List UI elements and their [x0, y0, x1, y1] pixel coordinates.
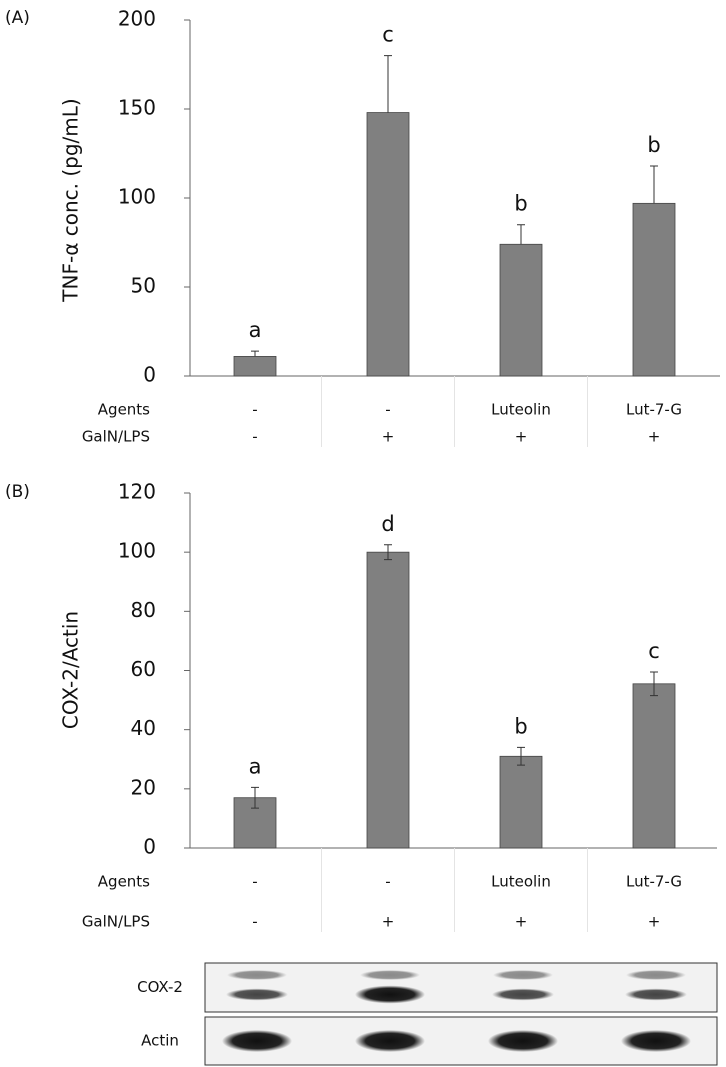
- x-subtick-label: -: [252, 913, 257, 931]
- bar: [632, 202, 676, 377]
- blot-band: [227, 970, 287, 980]
- y-axis-label: COX-2/Actin: [59, 611, 83, 729]
- y-tick-label: 0: [143, 363, 156, 387]
- error-bar: [384, 55, 392, 113]
- y-tick-label: 0: [143, 835, 156, 859]
- blot-panel: [204, 962, 718, 1013]
- bar: [366, 112, 410, 377]
- blot-band: [493, 970, 553, 980]
- row-label: Agents: [98, 401, 150, 419]
- error-bar: [251, 786, 259, 809]
- error-bar: [650, 671, 658, 697]
- y-tick-label: 20: [131, 775, 156, 799]
- x-subtick-label: -: [252, 428, 257, 446]
- y-tick-label: 60: [131, 657, 156, 681]
- blot-band: [360, 970, 420, 980]
- significance-letter: a: [249, 318, 262, 342]
- blot-band: [488, 1030, 558, 1052]
- x-subtick-label: +: [515, 913, 528, 931]
- y-tick-label: 200: [118, 7, 156, 31]
- significance-letter: c: [648, 639, 660, 663]
- blot-band: [355, 985, 425, 1004]
- x-subtick-label: +: [515, 428, 528, 446]
- error-bar: [517, 746, 525, 766]
- significance-letter: a: [249, 754, 262, 778]
- x-tick-label: Lut-7-G: [626, 873, 682, 891]
- bar: [366, 551, 410, 849]
- bar: [632, 683, 676, 849]
- blot-label: COX-2: [137, 978, 183, 996]
- significance-letter: d: [381, 512, 394, 536]
- x-tick-label: -: [252, 401, 257, 419]
- x-subtick-label: +: [382, 913, 395, 931]
- y-tick-label: 50: [131, 274, 156, 298]
- panel-label: (B): [5, 482, 30, 502]
- bar: [499, 755, 543, 849]
- error-bar: [251, 350, 259, 357]
- y-tick-label: 100: [118, 539, 156, 563]
- error-bar: [384, 544, 392, 561]
- blot-band: [621, 1030, 691, 1052]
- x-subtick-label: +: [648, 913, 661, 931]
- x-tick-label: Luteolin: [491, 873, 551, 891]
- x-tick-label: -: [385, 873, 390, 891]
- y-tick-label: 150: [118, 96, 156, 120]
- significance-letter: c: [382, 23, 394, 47]
- bar: [499, 243, 543, 377]
- blot-band: [226, 988, 288, 1001]
- error-bar: [650, 165, 658, 204]
- blot-band: [626, 970, 686, 980]
- x-subtick-label: +: [382, 428, 395, 446]
- y-tick-label: 120: [118, 480, 156, 504]
- panel-label: (A): [5, 8, 30, 28]
- blot-band: [625, 988, 687, 1001]
- blot-band: [355, 1030, 425, 1052]
- blot-label: Actin: [141, 1032, 179, 1050]
- significance-letter: b: [647, 133, 660, 157]
- x-tick-label: -: [252, 873, 257, 891]
- y-tick-label: 100: [118, 185, 156, 209]
- blot-band: [222, 1030, 292, 1052]
- x-tick-label: Luteolin: [491, 401, 551, 419]
- y-tick-label: 80: [131, 598, 156, 622]
- row-label: GalN/LPS: [82, 913, 150, 931]
- bar: [233, 356, 277, 377]
- blot-band: [492, 988, 554, 1001]
- x-tick-label: -: [385, 401, 390, 419]
- significance-letter: b: [514, 192, 527, 216]
- x-tick-label: Lut-7-G: [626, 401, 682, 419]
- row-label: Agents: [98, 873, 150, 891]
- significance-letter: b: [514, 714, 527, 738]
- x-subtick-label: +: [648, 428, 661, 446]
- y-tick-label: 40: [131, 716, 156, 740]
- row-label: GalN/LPS: [82, 428, 150, 446]
- y-axis-label: TNF-α conc. (pg/mL): [59, 98, 83, 302]
- error-bar: [517, 224, 525, 245]
